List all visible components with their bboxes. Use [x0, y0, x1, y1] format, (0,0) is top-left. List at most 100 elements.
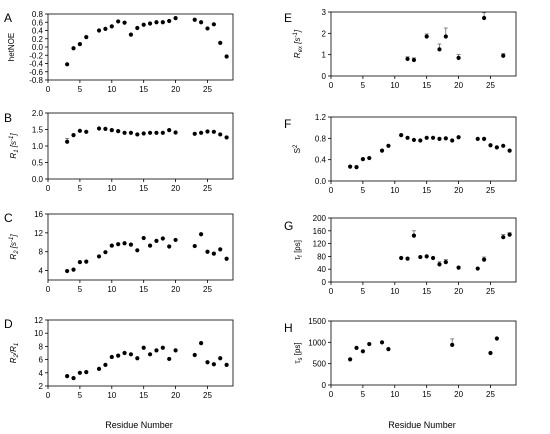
panel-e-point — [405, 56, 410, 62]
panel-d-xtick-label: 5 — [78, 391, 83, 400]
panel-g-ytick-label: 160 — [313, 227, 327, 236]
panel-d-frame — [47, 319, 234, 387]
panel-g-point — [424, 254, 429, 259]
panel-e-point — [443, 34, 448, 39]
panel-d-point — [211, 362, 216, 367]
panel-b-point — [116, 129, 121, 134]
panel-h-point — [354, 345, 359, 350]
panel-f-xtick-label: 15 — [422, 186, 431, 195]
panel-h-xtick-label: 25 — [486, 390, 495, 399]
panel-f-point — [488, 143, 493, 148]
panel-f-point — [494, 145, 499, 150]
panel-a-frame — [47, 13, 234, 81]
panel-b-xtick-label: 20 — [171, 184, 180, 193]
panel-d-point — [96, 366, 102, 371]
panel-a-point — [71, 46, 76, 51]
panel-d-label: D — [4, 317, 13, 331]
panel-g-xtick-label: 15 — [422, 287, 431, 296]
panel-e-ytick-label: 3 — [322, 8, 327, 17]
panel-f-xtick-label: 0 — [329, 186, 334, 195]
panel-a-ytick-label: -0.6 — [29, 68, 43, 77]
panel-a-point — [173, 16, 178, 21]
panel-d-point — [128, 352, 134, 357]
panel-e-ylabel: Rex [s-1] — [293, 29, 304, 58]
panel-e-xtick-label: 25 — [486, 81, 495, 90]
panel-d-point — [135, 356, 140, 361]
panel-b-point — [135, 132, 140, 137]
panel-a-point — [122, 20, 127, 25]
panel-h-ytick-label: 1500 — [308, 317, 326, 326]
panel-d-point — [109, 354, 114, 360]
panel-f-point — [405, 135, 410, 140]
panel-d-ylabel: R2/R1 — [9, 343, 20, 363]
panel-e-point — [501, 53, 506, 58]
panel-d-point — [116, 353, 121, 358]
panel-b-ytick-label: 0.5 — [32, 159, 44, 168]
panel-e-xtick-label: 5 — [361, 81, 366, 90]
panel-e-ytick-label: 0 — [322, 72, 327, 81]
panel-c-xtick-label: 15 — [139, 285, 148, 294]
panel-a-point — [109, 24, 114, 29]
panel-b-point — [199, 130, 204, 135]
panel-a-point — [167, 18, 172, 24]
panel-e-ytick-label: 2 — [322, 29, 327, 38]
panel-g-point — [411, 233, 417, 238]
panel-a-point — [218, 40, 223, 45]
panel-c-point — [205, 249, 210, 254]
panel-g-ytick-label: 0 — [322, 278, 327, 287]
panel-c-ytick-label: 16 — [34, 210, 43, 219]
panel-h-ylabel: τs [ps] — [293, 342, 304, 363]
panel-e-xtick-label: 15 — [422, 81, 431, 90]
panel-a-label: A — [4, 11, 12, 25]
panel-f-point — [430, 135, 436, 140]
panel-b-point — [160, 130, 165, 135]
panel-g-xtick-label: 10 — [390, 287, 399, 296]
panel-h-point — [450, 342, 455, 347]
panel-f-ytick-label: 0.8 — [315, 134, 327, 143]
panel-d-ytick-label: 12 — [34, 316, 43, 325]
panel-a-xtick-label: 20 — [171, 85, 180, 94]
panel-b-point — [224, 135, 229, 140]
panel-d-point — [192, 352, 197, 358]
panel-f-point — [424, 135, 429, 140]
panel-g-ytick-label: 200 — [313, 214, 327, 223]
panel-a-point — [96, 28, 102, 33]
panel-f-ytick-label: 1.2 — [315, 113, 327, 122]
panel-a-ytick-label: 0.8 — [32, 10, 44, 19]
panel-d-ytick-label: 4 — [39, 369, 44, 378]
panel-f-point — [360, 157, 365, 162]
panel-c-point — [141, 235, 146, 241]
panel-c-point — [135, 248, 140, 253]
panel-h-point — [494, 336, 499, 341]
panel-f-point — [437, 136, 442, 141]
panel-b-xtick-label: 0 — [46, 184, 51, 193]
panel-c-point — [109, 243, 114, 248]
panel-g-ytick-label: 80 — [317, 252, 326, 261]
panel-c-point — [84, 259, 89, 264]
panel-b-point — [77, 128, 82, 133]
panel-d-point — [154, 348, 159, 353]
panel-g-label: G — [284, 219, 293, 233]
panel-h-ytick-label: 1000 — [308, 338, 326, 347]
panel-f-point — [367, 155, 372, 161]
panel-b-xtick-label: 5 — [78, 184, 83, 193]
panel-f-point — [379, 148, 385, 153]
panel-g-xtick-label: 0 — [329, 287, 334, 296]
panel-f-point — [501, 143, 506, 148]
panel-f-xtick-label: 10 — [390, 186, 399, 195]
panel-g-point — [430, 255, 436, 261]
panel-c-point — [160, 236, 165, 241]
panel-b-point — [103, 126, 108, 131]
panel-f-xtick-label: 20 — [454, 186, 463, 195]
panel-e-xtick-label: 10 — [390, 81, 399, 90]
panel-c-point — [71, 267, 76, 272]
panel-c-xtick-label: 25 — [203, 285, 212, 294]
panel-d-ytick-label: 6 — [39, 356, 44, 365]
panel-c-point — [122, 241, 127, 246]
panel-g-xtick-label: 25 — [486, 287, 495, 296]
panel-f-xtick-label: 5 — [361, 186, 366, 195]
panel-a-point — [116, 19, 121, 24]
panel-a-point — [135, 25, 140, 31]
panel-c-point — [103, 250, 108, 255]
